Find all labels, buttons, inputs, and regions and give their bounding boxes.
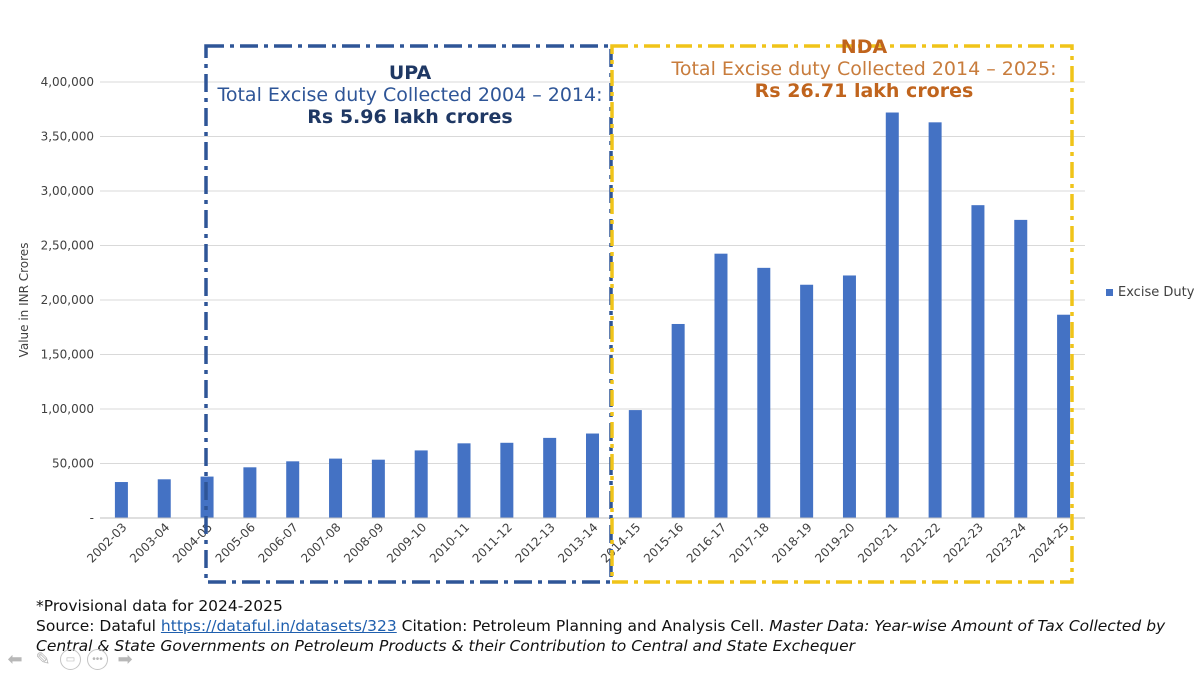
nda-subtitle: Total Excise duty Collected 2014 – 2025: (671, 58, 1057, 80)
footer: *Provisional data for 2024-2025 Source: … (36, 596, 1166, 656)
x-tick-label: 2015-16 (641, 520, 686, 565)
x-tick-label: 2020-21 (855, 520, 900, 565)
bar-2022-23 (971, 205, 985, 519)
bar-2017-18 (757, 267, 771, 518)
y-tick-label: 3,50,000 (41, 130, 94, 144)
bar-2015-16 (671, 323, 685, 518)
legend: Excise Duty (1106, 285, 1194, 300)
y-tick-label: 2,00,000 (41, 293, 94, 307)
x-tick-label: 2008-09 (341, 520, 386, 565)
x-tick-label: 2005-06 (213, 520, 258, 565)
x-tick-label: 2013-14 (555, 520, 600, 565)
upa-title: UPA (388, 62, 432, 84)
y-tick-label: 50,000 (52, 457, 94, 471)
nda-amount: Rs 26.71 lakh crores (754, 80, 974, 102)
x-tick-label: 2021-22 (898, 520, 943, 565)
nda-region-box (610, 44, 1074, 584)
upa-subtitle: Total Excise duty Collected 2004 – 2014: (217, 84, 603, 106)
bar-2002-03 (114, 482, 128, 518)
x-tick-label: 2023-24 (984, 520, 1029, 565)
x-tick-label: 2022-23 (941, 520, 986, 565)
bar-2024-25 (1057, 314, 1071, 518)
source-line: Source: Dataful https://dataful.in/datas… (36, 616, 1166, 656)
x-tick-label: 2010-11 (427, 520, 472, 565)
bar-2018-19 (800, 284, 814, 518)
x-tick-label: 2024-25 (1026, 520, 1071, 565)
bar-2016-17 (714, 253, 728, 519)
excise-duty-chart: - 50,000 1,00,000 1,50,000 2,00,000 2,50,000 3… (17, 44, 1085, 584)
y-tick-label: 2,50,000 (41, 239, 94, 253)
upa-region-box (204, 44, 613, 584)
x-tick-label: 2017-18 (727, 520, 772, 565)
citation-title: Master Data: Year-wise Amount of Tax Col… (36, 617, 1166, 655)
pen-icon[interactable]: ✎ (35, 648, 51, 669)
bar-2021-22 (928, 122, 942, 518)
y-tick-label: 1,00,000 (41, 402, 94, 416)
x-tick-label: 2007-08 (298, 520, 343, 565)
forward-arrow-icon[interactable]: ➡ (117, 648, 133, 669)
x-tick-label: 2019-20 (812, 520, 857, 565)
x-tick-label: 2002-03 (84, 520, 129, 565)
slide-icon[interactable]: ▭ (60, 648, 81, 670)
source-link[interactable]: https://dataful.in/datasets/323 (160, 617, 397, 635)
slide-nav: ⬅ ✎ ▭ ••• ➡ (4, 648, 136, 670)
y-axis: - 50,000 1,00,000 1,50,000 2,00,000 2,50,000 3… (41, 75, 94, 525)
x-tick-label: 2018-19 (769, 520, 814, 565)
nda-title: NDA (840, 36, 888, 58)
upa-amount: Rs 5.96 lakh crores (307, 106, 513, 128)
bar-2008-09 (371, 459, 385, 518)
y-tick-label: 4,00,000 (41, 75, 94, 89)
y-tick-label: 3,00,000 (41, 184, 94, 198)
x-tick-label: 2009-10 (384, 520, 429, 565)
bar-2014-15 (628, 410, 642, 518)
legend-label: Excise Duty (1118, 285, 1195, 300)
provisional-note: *Provisional data for 2024-2025 (36, 597, 283, 615)
x-axis: 2002-032003-042004-052005-062006-072007-… (84, 517, 1085, 566)
source-prefix: Source: Dataful (36, 617, 161, 635)
bar-2007-08 (329, 458, 343, 518)
x-tick-label: 2011-12 (470, 520, 515, 565)
bar-2009-10 (414, 450, 428, 518)
back-arrow-icon[interactable]: ⬅ (7, 648, 23, 669)
nda-annotation: NDA Total Excise duty Collected 2014 – 2… (614, 36, 1114, 102)
bar-2023-24 (1014, 219, 1028, 518)
bar-2019-20 (842, 275, 856, 518)
y-tick-label: 1,50,000 (41, 348, 94, 362)
x-tick-label: 2014-15 (598, 520, 643, 565)
x-tick-label: 2016-17 (684, 520, 729, 565)
more-icon[interactable]: ••• (87, 648, 108, 670)
bar-2012-13 (543, 437, 557, 518)
upa-annotation: UPA Total Excise duty Collected 2004 – 2… (212, 62, 608, 128)
bars (114, 112, 1071, 519)
y-tick-label: - (90, 511, 94, 525)
bar-2005-06 (243, 467, 257, 518)
citation-prefix: Citation: Petroleum Planning and Analysi… (396, 617, 770, 635)
bar-2013-14 (586, 433, 599, 518)
bar-2020-21 (885, 112, 899, 519)
bar-2010-11 (457, 443, 471, 518)
bar-2006-07 (286, 461, 300, 518)
x-tick-label: 2012-13 (512, 520, 557, 565)
legend-swatch (1106, 289, 1113, 296)
x-tick-label: 2004-05 (170, 520, 215, 565)
x-tick-label: 2006-07 (255, 520, 300, 565)
y-axis-label: Value in INR Crores (17, 243, 31, 358)
x-tick-label: 2003-04 (127, 520, 172, 565)
bar-2003-04 (157, 479, 171, 518)
bar-2011-12 (500, 442, 514, 518)
gridlines (100, 81, 1085, 519)
